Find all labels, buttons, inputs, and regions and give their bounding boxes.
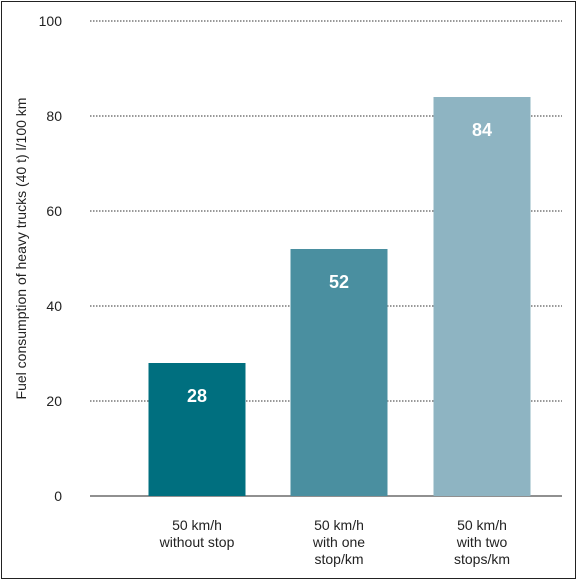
bar — [290, 249, 388, 496]
y-tick-label: 40 — [46, 298, 62, 314]
x-category-label: 50 km/h with two stops/km — [454, 517, 510, 567]
x-axis-categories: 50 km/h without stop 50 km/h with one stop/k… — [159, 517, 510, 567]
y-tick-label: 0 — [54, 488, 62, 504]
bars: 28 52 84 — [148, 97, 531, 496]
y-axis-ticks: 0 20 40 60 80 100 — [39, 13, 63, 504]
y-tick-label: 80 — [46, 108, 62, 124]
data-label: 84 — [472, 120, 492, 140]
y-axis-label: Fuel consumption of heavy trucks (40 t) … — [13, 98, 29, 400]
x-category-label: 50 km/h with one stop/km — [312, 517, 365, 567]
bar — [433, 97, 531, 496]
data-label: 52 — [329, 272, 349, 292]
data-label: 28 — [187, 386, 207, 406]
bar — [148, 363, 246, 496]
y-tick-label: 60 — [46, 203, 62, 219]
x-category-label: 50 km/h without stop — [159, 517, 235, 550]
y-tick-label: 100 — [39, 13, 63, 29]
y-tick-label: 20 — [46, 393, 62, 409]
